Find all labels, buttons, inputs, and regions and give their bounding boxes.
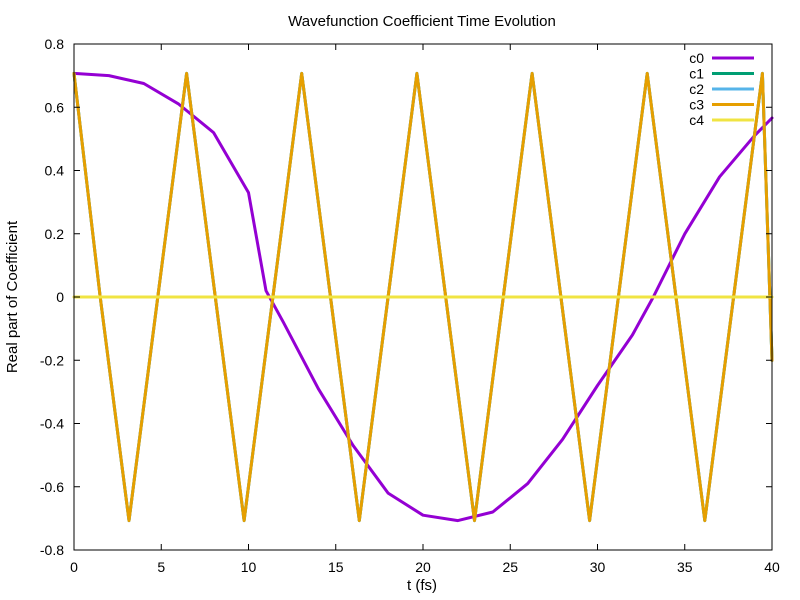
ticks-layer: 0 5 10 15 20 25 30 35 40 -0.8 -0.6 -0.4 -0.2 0 0.2 0.4 0… bbox=[40, 36, 780, 575]
y-tick-label: 0 bbox=[56, 289, 64, 305]
series-line-c0 bbox=[72, 71, 774, 523]
x-tick-label: 10 bbox=[241, 559, 257, 575]
x-axis-label: t (fs) bbox=[407, 577, 437, 594]
series-layer bbox=[72, 71, 774, 523]
legend-label-c4: c4 bbox=[689, 112, 704, 128]
legend-label-c1: c1 bbox=[689, 66, 704, 82]
y-tick-label: -0.4 bbox=[40, 416, 64, 432]
y-tick-label: -0.6 bbox=[40, 479, 64, 495]
x-tick-label: 30 bbox=[590, 559, 606, 575]
x-tick-label: 5 bbox=[157, 559, 165, 575]
y-tick-label: 0.4 bbox=[45, 163, 65, 179]
chart-title: Wavefunction Coefficient Time Evolution bbox=[288, 13, 556, 30]
x-tick-label: 15 bbox=[328, 559, 344, 575]
x-tick-label: 40 bbox=[764, 559, 780, 575]
legend-label-c3: c3 bbox=[689, 97, 704, 113]
y-tick-label: 0.6 bbox=[45, 99, 65, 115]
x-tick-label: 20 bbox=[415, 559, 431, 575]
x-tick-label: 0 bbox=[70, 559, 78, 575]
x-tick-label: 25 bbox=[502, 559, 518, 575]
x-tick-label: 35 bbox=[677, 559, 693, 575]
y-tick-label: 0.2 bbox=[45, 226, 65, 242]
y-axis-label: Real part of Coefficient bbox=[4, 220, 21, 373]
series-line-c3 bbox=[72, 71, 774, 523]
legend-label-c0: c0 bbox=[689, 50, 704, 66]
y-tick-label: 0.8 bbox=[45, 36, 65, 52]
legend-label-c2: c2 bbox=[689, 81, 704, 97]
y-tick-label: -0.2 bbox=[40, 352, 64, 368]
y-tick-label: -0.8 bbox=[40, 542, 64, 558]
